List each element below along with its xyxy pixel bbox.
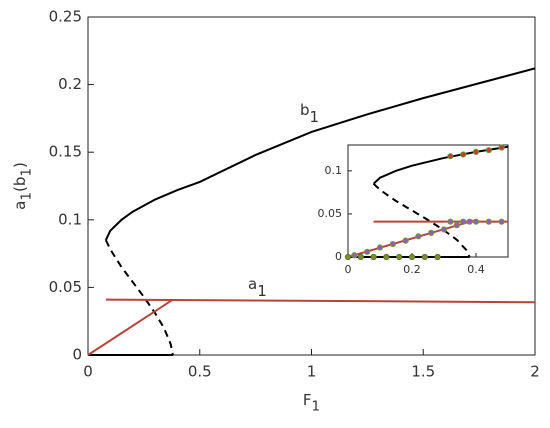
y-axis-label: a1(b1)	[11, 162, 35, 210]
y-tick-label: 0.05	[318, 207, 343, 220]
annotation-part: 1	[257, 282, 267, 300]
curve	[104, 67, 536, 241]
y-axis-label-part: a	[11, 201, 29, 210]
annotation-part: b	[300, 101, 310, 119]
x-axis-label: F1	[303, 391, 320, 415]
marker	[447, 218, 454, 225]
marker	[415, 233, 422, 240]
y-tick-label: 0	[72, 346, 82, 364]
annotation: b1	[300, 101, 319, 126]
marker	[472, 148, 480, 155]
marker	[498, 218, 505, 225]
x-tick-label: 0	[83, 363, 93, 381]
marker	[485, 147, 492, 154]
marker	[498, 144, 505, 151]
marker	[344, 253, 352, 261]
annotation-part: a	[248, 275, 257, 293]
curve	[105, 298, 536, 304]
marker	[351, 252, 358, 259]
x-axis-label-part: 1	[312, 398, 321, 414]
y-tick-label: 0.1	[325, 164, 343, 177]
plot-area	[347, 144, 509, 258]
x-tick-label: 1	[307, 363, 317, 381]
x-tick-label: 0.5	[188, 363, 212, 381]
marker	[421, 253, 428, 261]
x-tick-label: 2	[530, 363, 540, 381]
marker	[466, 218, 473, 225]
marker	[453, 222, 460, 229]
annotation: a1	[248, 275, 267, 300]
y-axis-label-part: )	[11, 162, 29, 168]
y-axis-label-part: 1	[18, 168, 34, 177]
marker	[472, 218, 480, 225]
y-tick-label: 0.2	[58, 75, 82, 93]
x-tick-label: 0	[345, 263, 352, 276]
curve	[372, 183, 471, 258]
x-tick-label: 0.4	[467, 263, 485, 276]
y-tick-label: 0.1	[58, 210, 82, 228]
marker	[428, 229, 435, 236]
marker	[460, 218, 467, 225]
marker	[440, 226, 448, 233]
marker	[447, 153, 454, 160]
inset: 0 0.2 0.4 0 0.05 0.1	[318, 144, 509, 276]
x-axis-label-part: F	[303, 391, 312, 409]
marker	[485, 218, 492, 225]
y-tick-label: 0.15	[49, 143, 82, 161]
x-tick-label: 0.2	[403, 263, 421, 276]
marker	[376, 244, 384, 251]
marker	[357, 253, 364, 261]
y-axis-label-part: 1	[18, 192, 34, 201]
curve	[87, 298, 174, 356]
y-tick-label: 0.25	[49, 8, 82, 26]
marker	[364, 248, 371, 255]
y-axis-label-part: (b	[11, 177, 29, 192]
marker	[396, 253, 403, 261]
marker	[460, 151, 467, 158]
marker	[434, 253, 441, 261]
y-tick-label: 0	[335, 250, 342, 263]
marker	[402, 237, 409, 244]
x-tick-label: 1.5	[411, 363, 435, 381]
annotation-part: 1	[310, 108, 320, 126]
marker	[389, 240, 396, 248]
marker	[370, 253, 377, 261]
y-tick-label: 0.05	[49, 278, 82, 296]
marker	[408, 253, 416, 261]
curve	[104, 239, 174, 356]
marker	[383, 253, 390, 261]
